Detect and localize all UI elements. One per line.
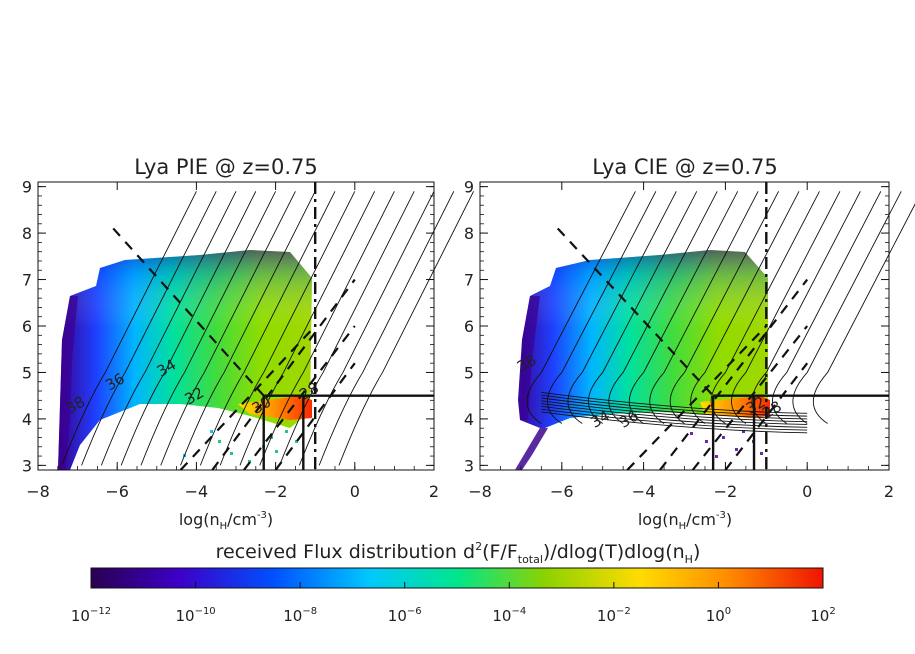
y-tick-label: 9 — [464, 178, 474, 197]
contour-line — [608, 191, 718, 424]
colorbar-tick-label: 10−2 — [597, 606, 631, 625]
contour-line — [710, 191, 820, 424]
contour-line — [541, 391, 808, 414]
contour-line — [541, 405, 808, 428]
contour-line — [541, 403, 808, 425]
x-tick-label: 0 — [802, 482, 812, 501]
panel-title: Lya CIE @ z=0.75 — [592, 155, 778, 179]
dashed-line — [556, 227, 714, 397]
overlay-lines — [556, 182, 889, 471]
data-blob — [58, 250, 312, 470]
y-tick-label: 3 — [22, 456, 32, 475]
y-tick-label: 5 — [22, 363, 32, 382]
contour-line — [541, 397, 808, 420]
dashed-line — [211, 278, 356, 471]
density-edge — [58, 250, 312, 470]
x-tick-label: 2 — [884, 482, 894, 501]
density-edge — [515, 250, 768, 470]
contour-line — [338, 191, 475, 466]
hot-band — [238, 396, 312, 420]
contour-line — [259, 191, 395, 466]
dashed-line — [179, 325, 317, 471]
axes: −8 −6 −4 −2 0 2 3 4 5 6 7 8 9 — [22, 178, 439, 501]
contour-line — [160, 191, 296, 466]
contour-line — [541, 408, 808, 431]
density-tail — [515, 428, 548, 470]
contour-line — [140, 191, 277, 466]
contour-line — [751, 191, 861, 424]
dashed-line — [112, 227, 265, 397]
density-left-edge — [58, 296, 78, 470]
x-tick-label: −8 — [468, 482, 492, 501]
dashed-line — [626, 325, 768, 471]
colorbar-tick-label: 10−10 — [175, 606, 215, 625]
colorbar-gradient — [90, 567, 824, 589]
y-tick-label: 7 — [22, 271, 32, 290]
dashed-line — [659, 278, 809, 471]
y-tick-label: 6 — [464, 317, 474, 336]
panel-pie: Lya PIE @ z=0.75 383634323028 −8−6−4−202… — [22, 155, 475, 532]
dashed-line — [691, 325, 809, 471]
contour-line — [629, 191, 739, 424]
y-tick-label: 8 — [22, 224, 32, 243]
scatter-points — [183, 430, 298, 463]
contour-line — [669, 191, 779, 424]
y-tick-label: 9 — [22, 178, 32, 197]
colorbar: received Flux distribution d2(F/Ftotal)/… — [71, 540, 836, 625]
x-tick-label: 0 — [350, 482, 360, 501]
colorbar-tick-label: 10−6 — [388, 606, 422, 625]
y-tick-label: 4 — [464, 410, 474, 429]
x-tick-label: 2 — [429, 482, 439, 501]
x-tick-label: −2 — [714, 482, 738, 501]
x-tick-label: −6 — [105, 482, 129, 501]
colorbar-tick-label: 100 — [706, 606, 731, 625]
contour-line — [298, 191, 435, 466]
contour-line — [792, 191, 902, 424]
y-tick-label: 5 — [464, 363, 474, 382]
data-blob — [515, 250, 770, 470]
contour-line — [772, 191, 882, 424]
y-tick-label: 4 — [22, 410, 32, 429]
contour-line — [81, 191, 217, 466]
x-tick-label: −4 — [632, 482, 656, 501]
contour-line — [100, 191, 237, 466]
x-tick-label: −8 — [26, 482, 50, 501]
contour-line — [120, 191, 257, 466]
dashed-line — [724, 362, 809, 471]
contour-line — [61, 191, 197, 466]
contour-line — [199, 191, 336, 466]
contour-lines — [526, 191, 915, 434]
colorbar-tick-label: 102 — [810, 606, 835, 625]
x-tick-label: −6 — [550, 482, 574, 501]
axes: −8 −6 −4 −2 0 2 3 4 5 6 7 8 9 — [464, 178, 894, 501]
contour-line — [541, 411, 808, 434]
contour-line — [318, 191, 455, 466]
y-tick-label: 3 — [464, 456, 474, 475]
x-axis-label: log(nH/cm-3) — [179, 510, 273, 532]
overlay-lines — [112, 182, 434, 471]
y-tick-label: 6 — [22, 317, 32, 336]
y-tick-label: 7 — [464, 271, 474, 290]
x-axis-label: log(nH/cm-3) — [638, 510, 732, 532]
y-tick-label: 8 — [464, 224, 474, 243]
contour-line — [526, 191, 636, 424]
dashed-line — [243, 325, 356, 471]
colorbar-tick-label: 10−8 — [283, 606, 317, 625]
contour-line — [813, 203, 915, 424]
x-tick-label: −2 — [264, 482, 288, 501]
colorbar-ticks: 10−12 10−10 10−8 10−6 10−4 10−2 100 102 — [71, 582, 836, 625]
dashed-line — [274, 362, 356, 471]
colorbar-tick-label: 10−12 — [71, 606, 111, 625]
colorbar-tick-label: 10−4 — [492, 606, 526, 625]
panel-title: Lya PIE @ z=0.75 — [134, 155, 318, 179]
colorbar-label: received Flux distribution d2(F/Ftotal)/… — [216, 540, 701, 566]
density-left-edge — [520, 296, 540, 420]
contour-line — [180, 191, 316, 466]
contour-line — [541, 394, 808, 417]
x-tick-label: −4 — [185, 482, 209, 501]
